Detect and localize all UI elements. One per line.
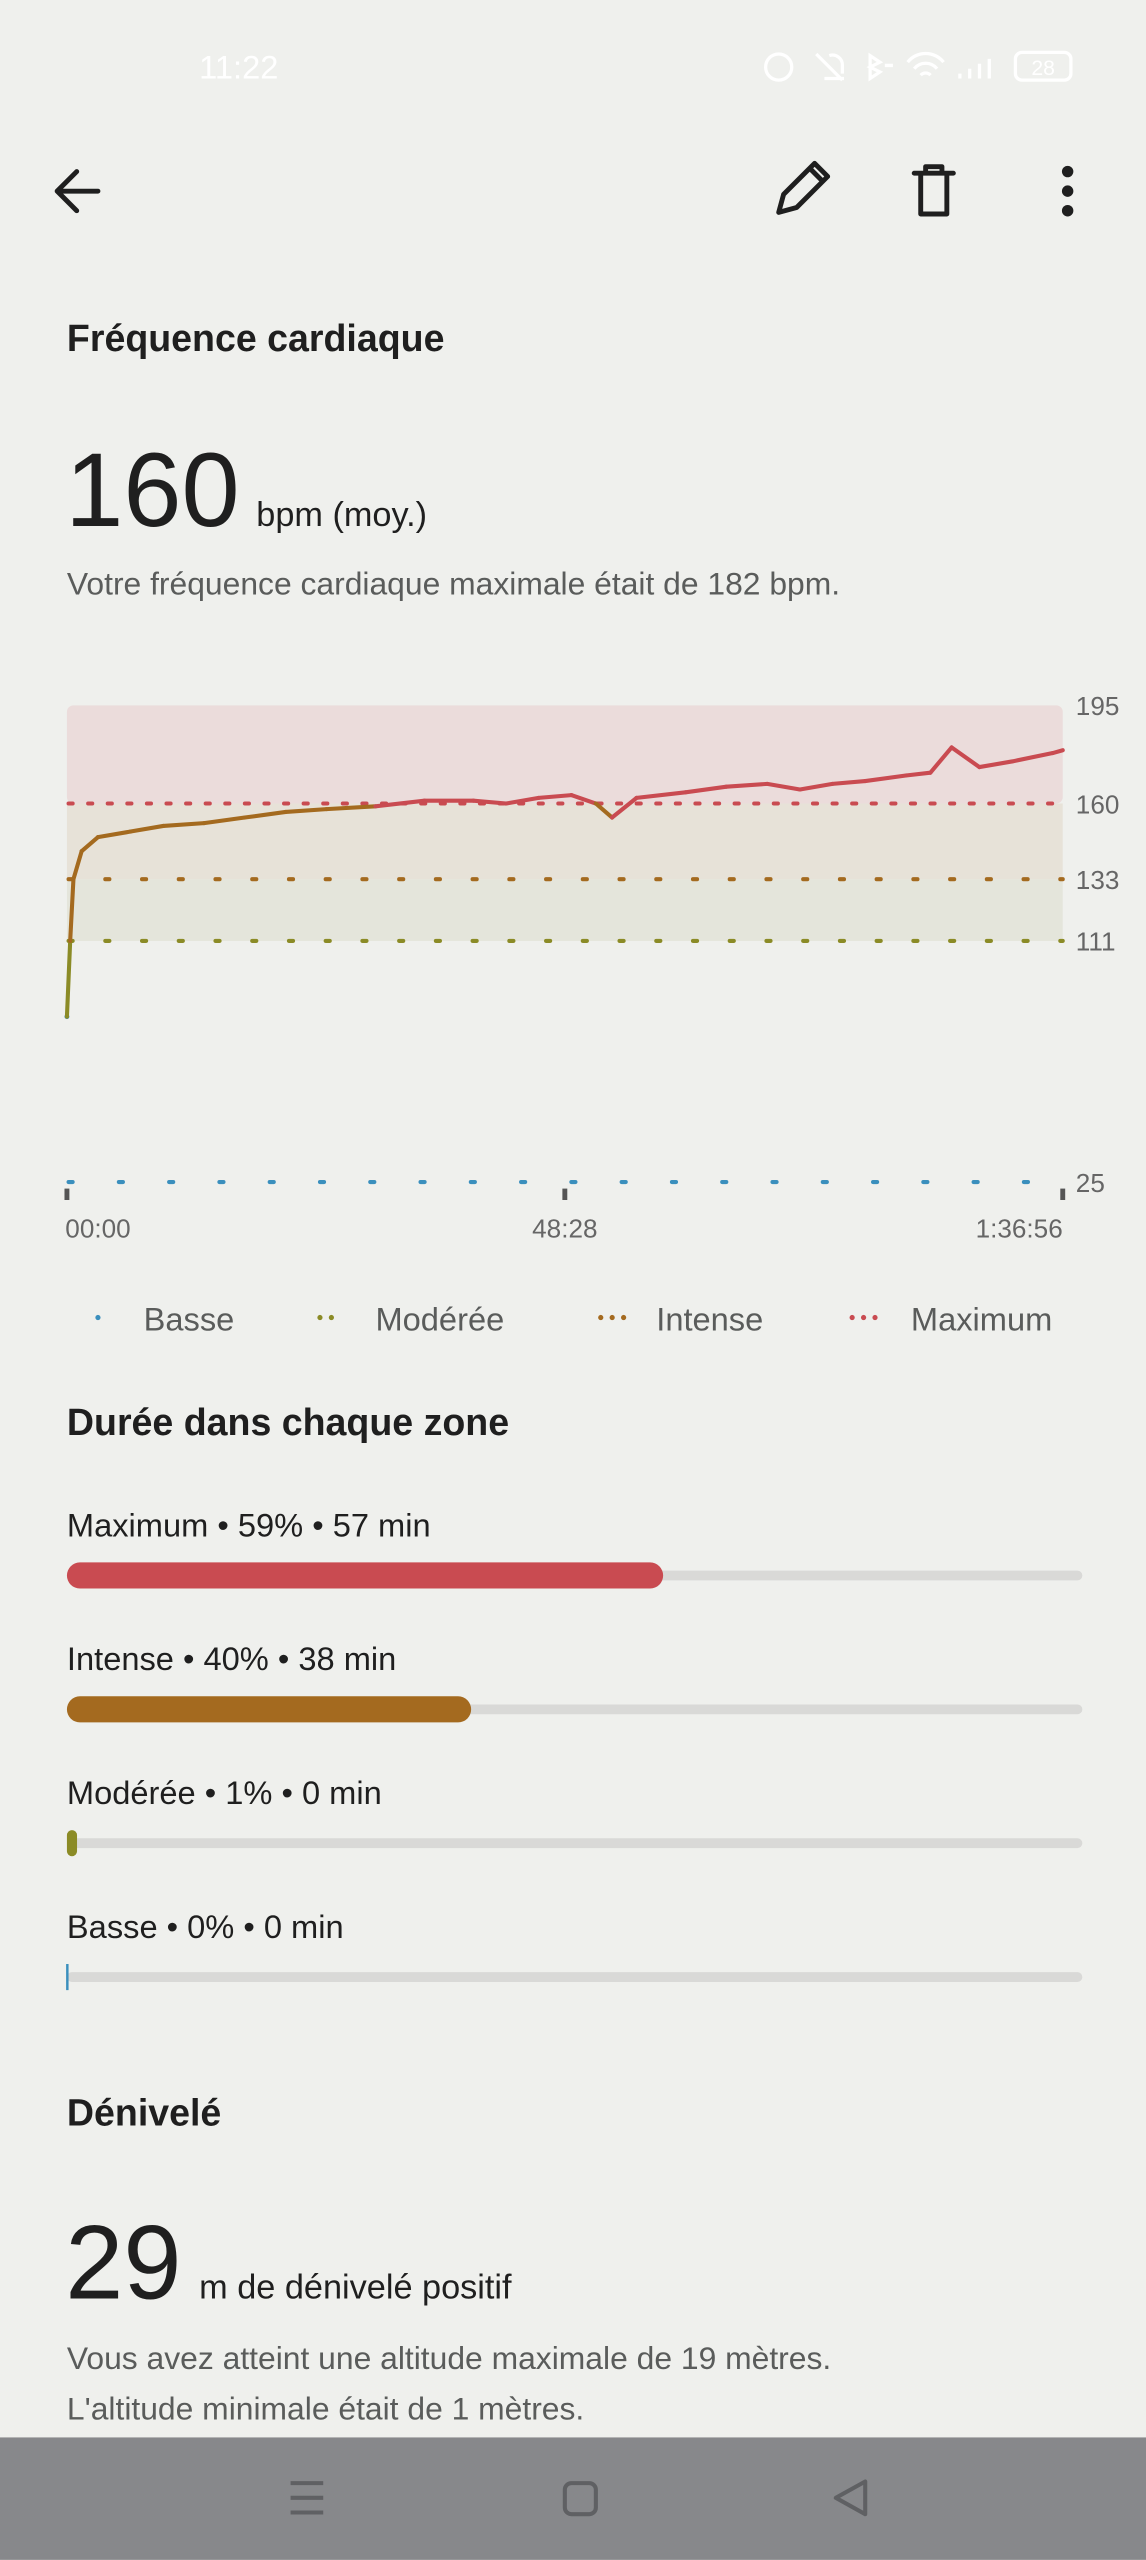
- zone-bar: [66, 1964, 69, 1991]
- line-segment: [202, 815, 247, 826]
- line-segment: [903, 770, 933, 778]
- x-tick-label: 00:00: [65, 1214, 130, 1244]
- legend-marker: [860, 1314, 867, 1321]
- back-button[interactable]: [54, 169, 101, 214]
- elevation-note: Vous avez atteint une altitude maximale …: [67, 2340, 831, 2376]
- section-title: Fréquence cardiaque: [67, 317, 445, 359]
- zone-label: Maximum • 59% • 57 min: [67, 1506, 431, 1543]
- legend-label: Intense: [656, 1301, 763, 1338]
- elevation-value: 29: [65, 2205, 181, 2322]
- more-button[interactable]: [1061, 165, 1074, 217]
- line-segment: [765, 781, 802, 792]
- y-tick-label: 160: [1076, 789, 1120, 819]
- line-segment: [724, 781, 770, 789]
- y-tick-label: 25: [1076, 1168, 1105, 1198]
- line-segment: [569, 793, 598, 806]
- line-segment: [1010, 750, 1055, 764]
- line-segment: [161, 821, 207, 828]
- line-segment: [928, 745, 954, 775]
- line-segment: [242, 809, 288, 820]
- y-tick-label: 133: [1076, 865, 1120, 895]
- line-segment: [1050, 748, 1065, 756]
- line-segment: [283, 807, 329, 814]
- line-segment: [949, 745, 982, 770]
- line-segment: [977, 759, 1015, 770]
- recents-button[interactable]: [290, 2481, 324, 2515]
- status-icons: [764, 50, 1073, 82]
- legend-label: Maximum: [911, 1301, 1052, 1338]
- elevation-note: L'altitude minimale était de 1 mètres.: [67, 2390, 584, 2426]
- y-tick-label: 111: [1076, 927, 1116, 957]
- elevation-unit: m de dénivelé positif: [199, 2269, 512, 2307]
- zone-label: Modérée • 1% • 0 min: [67, 1774, 382, 1811]
- line-segment: [68, 877, 76, 943]
- legend-marker: [849, 1314, 855, 1321]
- legend-marker: [620, 1314, 627, 1321]
- line-segment: [830, 779, 868, 786]
- zone-label: Basse • 0% • 0 min: [67, 1908, 344, 1945]
- home-button[interactable]: [562, 2481, 598, 2517]
- zone-band: [66, 879, 1063, 941]
- line-segment: [324, 804, 378, 812]
- line-segment: [683, 784, 729, 795]
- zone-bar: [66, 1696, 472, 1723]
- legend-marker: [328, 1314, 335, 1321]
- line-segment: [373, 798, 427, 809]
- line-segment: [797, 781, 835, 792]
- zone-bar: [66, 1562, 664, 1589]
- x-tick-label: 1:36:56: [976, 1214, 1063, 1244]
- y-tick-label: 195: [1076, 691, 1120, 721]
- legend-marker: [609, 1314, 615, 1321]
- zone-label: Intense • 40% • 38 min: [67, 1640, 396, 1677]
- nav-back-button[interactable]: [833, 2479, 868, 2517]
- heart-rate-value: 160: [65, 432, 239, 549]
- heart-rate-unit: bpm (moy.): [256, 496, 427, 534]
- line-segment: [79, 835, 100, 854]
- zone-time-list: Durée dans chaque zone Maximum • 59% • 57…: [66, 1401, 1083, 1991]
- legend-marker: [317, 1314, 323, 1321]
- line-segment: [95, 829, 133, 840]
- heart-rate-note: Votre fréquence cardiaque maximale était…: [67, 565, 840, 601]
- zone-band: [66, 803, 1063, 880]
- status-time: 11:22: [199, 48, 278, 85]
- zone-band: [66, 705, 1063, 804]
- line-segment: [610, 795, 639, 820]
- legend-label: Basse: [144, 1301, 235, 1338]
- navigation-bar: [0, 2437, 1146, 2560]
- zone-bar: [66, 1830, 78, 1857]
- legend-marker: [95, 1314, 101, 1321]
- heart-rate-chart: 25 111 133 160 195 00:00 48:28 1:36:56 Basse Modé…: [64, 691, 1120, 1338]
- edit-button[interactable]: [776, 160, 831, 215]
- legend-label: Modérée: [375, 1301, 504, 1338]
- line-segment: [536, 793, 574, 800]
- legend-marker: [872, 1314, 878, 1321]
- line-segment: [71, 849, 84, 882]
- line-segment: [128, 823, 166, 834]
- section-title: Dénivelé: [67, 2092, 221, 2134]
- line-segment: [634, 790, 688, 800]
- delete-button[interactable]: [911, 164, 956, 217]
- line-segment: [64, 938, 73, 1019]
- line-segment: [863, 773, 908, 784]
- legend-marker: [598, 1314, 604, 1321]
- line-segment: [471, 798, 509, 806]
- line-segment: [593, 801, 615, 820]
- section-title: Durée dans chaque zone: [67, 1401, 509, 1443]
- line-segment: [504, 795, 541, 806]
- x-tick-label: 48:28: [532, 1214, 597, 1244]
- battery-level: 28: [1031, 57, 1055, 80]
